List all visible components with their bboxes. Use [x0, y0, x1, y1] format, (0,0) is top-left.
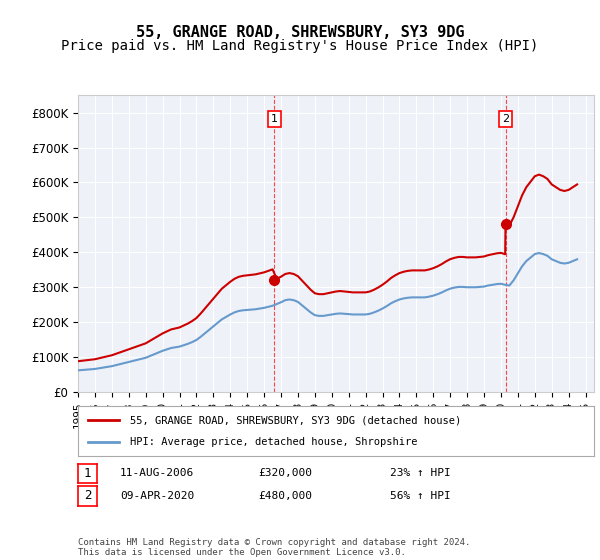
Text: 1: 1	[271, 114, 278, 124]
Text: £320,000: £320,000	[258, 468, 312, 478]
Text: 09-APR-2020: 09-APR-2020	[120, 491, 194, 501]
Text: 2: 2	[84, 489, 91, 502]
Text: 1: 1	[84, 467, 91, 480]
Text: HPI: Average price, detached house, Shropshire: HPI: Average price, detached house, Shro…	[130, 437, 417, 447]
Text: Contains HM Land Registry data © Crown copyright and database right 2024.
This d: Contains HM Land Registry data © Crown c…	[78, 538, 470, 557]
Text: £480,000: £480,000	[258, 491, 312, 501]
Text: 2: 2	[502, 114, 509, 124]
Text: 56% ↑ HPI: 56% ↑ HPI	[390, 491, 451, 501]
Text: 55, GRANGE ROAD, SHREWSBURY, SY3 9DG (detached house): 55, GRANGE ROAD, SHREWSBURY, SY3 9DG (de…	[130, 415, 461, 425]
Text: 55, GRANGE ROAD, SHREWSBURY, SY3 9DG: 55, GRANGE ROAD, SHREWSBURY, SY3 9DG	[136, 25, 464, 40]
Text: 23% ↑ HPI: 23% ↑ HPI	[390, 468, 451, 478]
Text: Price paid vs. HM Land Registry's House Price Index (HPI): Price paid vs. HM Land Registry's House …	[61, 39, 539, 53]
Text: 11-AUG-2006: 11-AUG-2006	[120, 468, 194, 478]
